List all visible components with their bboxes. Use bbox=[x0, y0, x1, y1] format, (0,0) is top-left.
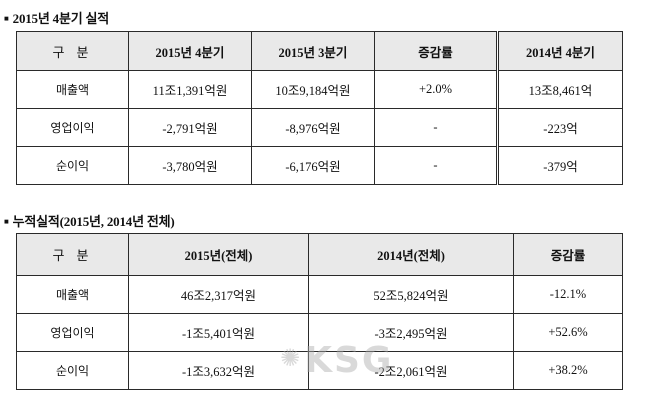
table-cell: -8,976억원 bbox=[251, 108, 375, 147]
header-cell: 2015년(전체) bbox=[128, 233, 309, 276]
row-label: 매출액 bbox=[16, 70, 129, 109]
header-cell: 구 분 bbox=[16, 233, 129, 276]
square-bullet-icon: ■ bbox=[4, 217, 9, 226]
row-label: 영업이익 bbox=[16, 313, 129, 352]
table-cell: 10조9,184억원 bbox=[251, 70, 375, 109]
table-cell: -1조3,632억원 bbox=[128, 351, 309, 390]
table-cell: -3,780억원 bbox=[128, 146, 252, 185]
section-1-title: ■ 2015년 4분기 실적 bbox=[4, 8, 109, 27]
section-2-title-text: 누적실적(2015년, 2014년 전체) bbox=[12, 214, 175, 229]
square-bullet-icon: ■ bbox=[4, 14, 9, 23]
cumulative-results-table: 구 분 2015년(전체) 2014년(전체) 증감률 매출액 46조2,317… bbox=[16, 233, 623, 390]
table-cell: -2조2,061억원 bbox=[308, 351, 514, 390]
table-cell: -12.1% bbox=[513, 275, 623, 314]
table-row: 영업이익 -2,791억원 -8,976억원 - -223억 bbox=[16, 108, 623, 147]
watermark-text: KSG bbox=[304, 340, 394, 381]
table-cell: +38.2% bbox=[513, 351, 623, 390]
table-cell: +52.6% bbox=[513, 313, 623, 352]
table-cell: -2,791억원 bbox=[128, 108, 252, 147]
section-1-title-text: 2015년 4분기 실적 bbox=[12, 11, 110, 26]
watermark: ✺KSG bbox=[280, 340, 393, 381]
header-cell: 증감률 bbox=[374, 31, 498, 71]
table-row: 순이익 -3,780억원 -6,176억원 - -379억 bbox=[16, 146, 623, 185]
table-cell: 46조2,317억원 bbox=[128, 275, 309, 314]
header-cell: 2014년 4분기 bbox=[496, 31, 623, 71]
table-cell: 13조8,461억 bbox=[496, 70, 623, 109]
header-cell: 2014년(전체) bbox=[308, 233, 514, 276]
table-cell: - bbox=[374, 146, 498, 185]
row-label: 순이익 bbox=[16, 351, 129, 390]
table-cell: -3조2,495억원 bbox=[308, 313, 514, 352]
table-cell: 52조5,824억원 bbox=[308, 275, 514, 314]
table-cell: -223억 bbox=[496, 108, 623, 147]
star-emblem-icon: ✺ bbox=[280, 344, 303, 372]
header-cell: 2015년 3분기 bbox=[251, 31, 375, 71]
table-cell: -6,176억원 bbox=[251, 146, 375, 185]
table-row: 매출액 46조2,317억원 52조5,824억원 -12.1% bbox=[16, 275, 623, 314]
row-label: 영업이익 bbox=[16, 108, 129, 147]
table-row: 매출액 11조1,391억원 10조9,184억원 +2.0% 13조8,461… bbox=[16, 70, 623, 109]
table-cell: 11조1,391억원 bbox=[128, 70, 252, 109]
row-label: 순이익 bbox=[16, 146, 129, 185]
header-cell: 증감률 bbox=[513, 233, 623, 276]
table-cell: -1조5,401억원 bbox=[128, 313, 309, 352]
table-row: 순이익 -1조3,632억원 -2조2,061억원 +38.2% bbox=[16, 351, 623, 390]
table-header-row: 구 분 2015년 4분기 2015년 3분기 증감률 2014년 4분기 bbox=[16, 31, 623, 71]
header-cell: 2015년 4분기 bbox=[128, 31, 252, 71]
table-header-row: 구 분 2015년(전체) 2014년(전체) 증감률 bbox=[16, 233, 623, 276]
table-cell: - bbox=[374, 108, 498, 147]
table-row: 영업이익 -1조5,401억원 -3조2,495억원 +52.6% bbox=[16, 313, 623, 352]
quarterly-results-table: 구 분 2015년 4분기 2015년 3분기 증감률 2014년 4분기 매출… bbox=[16, 31, 623, 185]
header-cell: 구 분 bbox=[16, 31, 129, 71]
table-cell: -379억 bbox=[496, 146, 623, 185]
row-label: 매출액 bbox=[16, 275, 129, 314]
section-2-title: ■ 누적실적(2015년, 2014년 전체) bbox=[4, 211, 175, 230]
table-cell: +2.0% bbox=[374, 70, 498, 109]
